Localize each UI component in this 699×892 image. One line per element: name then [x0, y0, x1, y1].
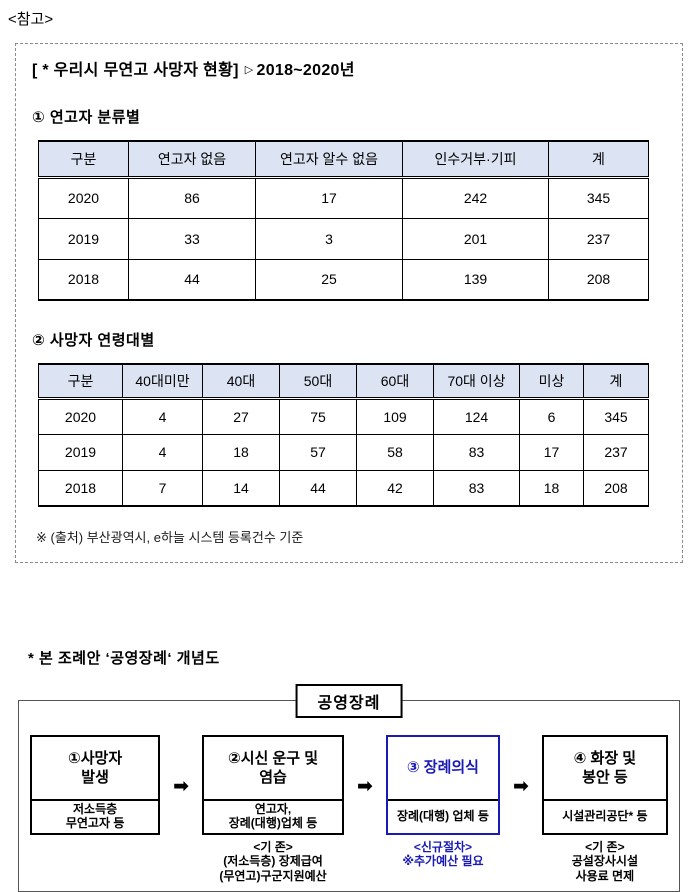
table-cell: 201 [402, 217, 549, 260]
table-cell: 17 [519, 433, 584, 471]
step-box: ①사망자 발생 저소득층 무연고자 등 [30, 735, 161, 835]
table-cell: 2019 [38, 217, 129, 260]
report-title-period: 2018~2020년 [256, 62, 355, 79]
table-cell: 208 [583, 469, 649, 507]
concept-diagram: 공영장례 ①사망자 발생 저소득층 무연고자 등 ➡ ②시신 운구 및 염습 연… [18, 684, 680, 892]
step-box: ③ 장례의식 장례(대행) 업체 등 [385, 735, 500, 835]
table-cell: 2020 [38, 176, 129, 219]
table-cell: 27 [202, 397, 280, 435]
table-cell: 345 [583, 397, 649, 435]
step-body-transport: ②시신 운구 및 염습 연고자, 장례(대행)업체 등 <기 존> (저소득층)… [202, 735, 345, 883]
table-cell: 7 [122, 469, 203, 507]
step-subtitle: 저소득층 무연고자 등 [32, 799, 159, 833]
step-title: ②시신 운구 및 염습 [228, 749, 319, 787]
table-cell: 2018 [38, 469, 123, 507]
flow-arrow-icon: ➡ [512, 776, 529, 797]
report-reference-box: [ * 우리시 무연고 사망자 현황] ▷ 2018~2020년 ① 연고자 분류별… [15, 43, 683, 563]
table-cell: 33 [128, 217, 256, 260]
table-cell: 17 [255, 176, 403, 219]
table-cell: 57 [279, 433, 357, 471]
step-funeral-rite: ③ 장례의식 장례(대행) 업체 등 <신규절차> ※추가예산 필요 [385, 735, 500, 869]
table-by-kin-type: 구분 연고자 없음 연고자 알수 없음 인수거부·기피 계 2020 86 17 242 345 2… [38, 140, 649, 301]
column-header: 미상 [519, 363, 584, 400]
step-title: ③ 장례의식 [406, 759, 479, 777]
column-header: 60대 [356, 363, 434, 400]
step-title: ①사망자 발생 [68, 749, 123, 787]
table-by-age-group: 구분 40대미만 40대 50대 60대 70대 이상 미상 계 2020 4 27 75 109 124… [38, 363, 649, 507]
step-subtitle: 장례(대행) 업체 등 [387, 799, 498, 833]
column-header: 연고자 없음 [128, 140, 256, 179]
table-row: 2020 4 27 75 109 124 6 345 [38, 397, 649, 435]
column-header: 40대미만 [122, 363, 203, 400]
table-cell: 2018 [38, 258, 129, 301]
flow-arrow-icon: ➡ [357, 776, 373, 797]
table-cell: 2019 [38, 433, 123, 471]
section2-heading: ② 사망자 연령대별 [32, 332, 155, 349]
column-header: 계 [583, 363, 649, 400]
column-header: 70대 이상 [433, 363, 520, 400]
step-box: ②시신 운구 및 염습 연고자, 장례(대행)업체 등 [202, 735, 345, 835]
table-cell: 14 [202, 469, 280, 507]
table-header-row: 구분 연고자 없음 연고자 알수 없음 인수거부·기피 계 [38, 140, 649, 179]
step-subtitle: 시설관리공단* 등 [543, 799, 666, 833]
table-cell: 44 [279, 469, 357, 507]
table-cell: 83 [433, 433, 520, 471]
table-row: 2018 44 25 139 208 [38, 258, 649, 301]
table-cell: 2020 [38, 397, 123, 435]
table-cell: 124 [433, 397, 520, 435]
table-cell: 208 [548, 258, 649, 301]
table-cell: 242 [402, 176, 549, 219]
step-box: ④ 화장 및 봉안 등 시설관리공단* 등 [541, 735, 668, 835]
table-cell: 345 [548, 176, 649, 219]
report-title: [ * 우리시 무연고 사망자 현황] ▷ 2018~2020년 [32, 56, 666, 80]
table-cell: 25 [255, 258, 403, 301]
table-cell: 75 [279, 397, 357, 435]
diagram-title-box: 공영장례 [295, 684, 403, 718]
triangle-marker-icon: ▷ [244, 64, 254, 76]
table-cell: 4 [122, 433, 203, 471]
step-note: <신규절차> ※추가예산 필요 [402, 840, 484, 869]
column-header: 인수거부·기피 [402, 140, 549, 179]
step-cremation-enshrinement: ④ 화장 및 봉안 등 시설관리공단* 등 <기 존> 공설장사시설 사용료 면… [541, 735, 668, 883]
table-cell: 4 [122, 397, 203, 435]
step-note: <기 존> 공설장사시설 사용료 면제 [571, 840, 638, 883]
table-cell: 139 [402, 258, 549, 301]
source-footnote: ※ (출처) 부산광역시, e하늘 시스템 등록건수 기준 [36, 530, 304, 545]
flow-arrow-icon: ➡ [173, 776, 190, 797]
column-header: 계 [548, 140, 649, 179]
table-row: 2018 7 14 44 42 83 18 208 [38, 469, 649, 507]
table-cell: 109 [356, 397, 434, 435]
column-header: 50대 [279, 363, 357, 400]
table-row: 2019 33 3 201 237 [38, 217, 649, 260]
table-row: 2020 86 17 242 345 [38, 176, 649, 219]
table-cell: 6 [519, 397, 584, 435]
step-title: ④ 화장 및 봉안 등 [573, 749, 637, 787]
table-cell: 83 [433, 469, 520, 507]
table-cell: 86 [128, 176, 256, 219]
reference-label: <참고> [8, 11, 54, 28]
step-subtitle: 연고자, 장례(대행)업체 등 [204, 799, 343, 833]
table-row: 2019 4 18 57 58 83 17 237 [38, 433, 649, 471]
diagram-heading: * 본 조례안 ‘공영장례‘ 개념도 [28, 650, 220, 667]
table-cell: 3 [255, 217, 403, 260]
section1-heading: ① 연고자 분류별 [32, 109, 141, 126]
table-cell: 237 [548, 217, 649, 260]
column-header: 구분 [38, 363, 123, 400]
column-header: 40대 [202, 363, 280, 400]
step-note: <기 존> (저소득층) 장제급여 (무연고)구군지원예산 [219, 840, 327, 883]
table-cell: 18 [202, 433, 280, 471]
column-header: 연고자 알수 없음 [255, 140, 403, 179]
table-cell: 42 [356, 469, 434, 507]
table-cell: 237 [583, 433, 649, 471]
table-cell: 18 [519, 469, 584, 507]
column-header: 구분 [38, 140, 129, 179]
table-cell: 58 [356, 433, 434, 471]
table-header-row: 구분 40대미만 40대 50대 60대 70대 이상 미상 계 [38, 363, 649, 400]
funeral-flow: ①사망자 발생 저소득층 무연고자 등 ➡ ②시신 운구 및 염습 연고자, 장… [19, 701, 679, 883]
step-death-occurs: ①사망자 발생 저소득층 무연고자 등 [30, 735, 161, 835]
report-title-text: [ * 우리시 무연고 사망자 현황] [32, 62, 239, 79]
table-cell: 44 [128, 258, 256, 301]
